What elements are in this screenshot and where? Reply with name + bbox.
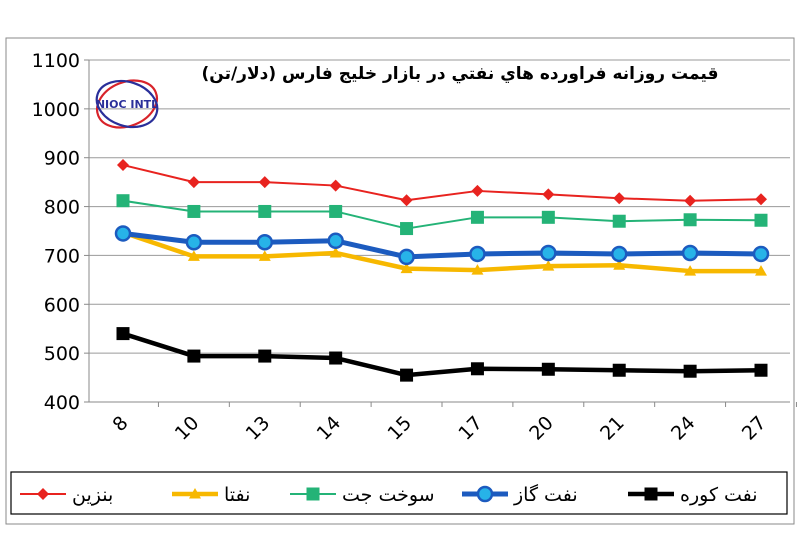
data-point [683, 364, 697, 378]
y-tick-label: 1100 [32, 50, 80, 72]
chart-border [5, 37, 795, 525]
logo-text: NIOC INTL [96, 98, 158, 111]
series-line [122, 230, 761, 274]
data-point [681, 244, 699, 262]
data-point [400, 368, 414, 382]
data-point [185, 233, 203, 251]
series-line [122, 199, 762, 230]
y-tick-label: 400 [44, 392, 80, 414]
legend-marker [476, 485, 494, 503]
data-point [329, 179, 342, 192]
data-point [684, 194, 697, 207]
data-point [400, 194, 413, 207]
gridlines [89, 59, 790, 354]
data-point [187, 250, 200, 261]
y-tick-label: 1000 [32, 99, 80, 121]
data-point [470, 210, 484, 224]
y-tick-label: 500 [44, 343, 80, 365]
series-0 [117, 159, 767, 207]
data-point [470, 362, 484, 376]
legend-label: نفت کوره [680, 484, 758, 506]
series-line [122, 164, 762, 202]
y-tick-label: 800 [44, 197, 80, 219]
legend-item: سوخت جت [290, 484, 435, 506]
series-line [122, 230, 762, 260]
data-point [327, 232, 344, 250]
data-point [258, 349, 272, 363]
chart-title: قیمت روزانه فراورده هاي نفتي در بازار خل… [202, 64, 719, 84]
data-point [542, 260, 555, 271]
series-group [114, 159, 770, 382]
data-point [471, 184, 484, 197]
data-point [684, 265, 697, 276]
data-point [471, 264, 484, 275]
data-point [400, 262, 413, 274]
data-point [755, 193, 767, 206]
legend-label: نفت گاز [513, 483, 578, 506]
legend-item: نفت گاز [462, 483, 578, 506]
data-point [754, 363, 768, 377]
legend-label: سوخت جت [342, 484, 435, 506]
y-tick-label: 600 [44, 294, 80, 316]
data-point [258, 204, 272, 218]
data-point [329, 246, 342, 258]
data-point [612, 363, 626, 377]
data-point [755, 265, 767, 276]
series-4 [116, 327, 768, 382]
data-point [469, 245, 486, 263]
data-point [187, 176, 200, 189]
data-point [258, 250, 271, 261]
data-point [541, 210, 555, 224]
legend-marker [189, 488, 201, 499]
data-point [541, 362, 555, 376]
data-point [258, 176, 271, 189]
legend-item: نفتا [172, 484, 250, 506]
y-axis: 400 500 600 700 800 900 1000 1100 [32, 50, 89, 414]
series-3 [114, 225, 770, 266]
data-point [752, 245, 770, 263]
data-point [540, 244, 557, 262]
data-point [398, 248, 415, 266]
data-point [683, 213, 697, 227]
data-point [754, 213, 768, 227]
data-point [117, 159, 129, 172]
legend-label: نفتا [224, 484, 250, 506]
data-point [542, 188, 555, 201]
legend: بنزين نفتا سوخت جت نفت گاز نفت کوره [20, 483, 758, 506]
data-point [612, 214, 626, 228]
data-point [116, 194, 130, 208]
y-tick-label: 900 [44, 148, 80, 170]
nioc-logo: NIOC INTL [95, 79, 159, 129]
y-tick-label: 700 [44, 245, 80, 267]
data-point [256, 233, 274, 251]
legend-marker [644, 487, 658, 501]
data-point [329, 204, 343, 218]
legend-marker [306, 487, 320, 501]
data-point [400, 222, 414, 236]
data-point [187, 204, 201, 218]
data-point [610, 245, 628, 263]
series-line [122, 331, 762, 378]
data-point [329, 351, 343, 365]
series-2 [116, 194, 768, 236]
legend-item: نفت کوره [628, 484, 758, 506]
data-point [114, 225, 132, 242]
data-point [187, 349, 201, 363]
data-point [116, 327, 130, 341]
legend-label: بنزين [72, 484, 113, 506]
data-point [613, 259, 626, 270]
legend-item: بنزين [20, 484, 113, 506]
data-point [613, 192, 626, 205]
legend-marker [37, 488, 49, 500]
